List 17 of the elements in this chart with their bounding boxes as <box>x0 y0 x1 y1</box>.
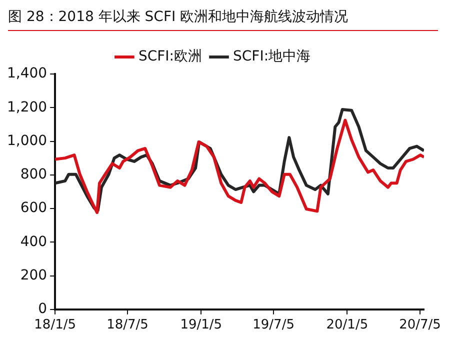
y-tick-label: 1,000 <box>6 132 48 149</box>
y-tick-label: 1,400 <box>6 66 48 82</box>
x-tick-label: 19/1/5 <box>180 318 222 333</box>
x-tick-label: 18/1/5 <box>34 318 76 333</box>
y-tick-label: 600 <box>20 200 48 216</box>
y-tick-label: 0 <box>38 301 48 318</box>
x-tick-label: 20/1/5 <box>326 318 368 333</box>
x-tick-label: 20/7/5 <box>399 318 441 333</box>
legend-label: SCFI:欧洲 <box>138 48 202 65</box>
y-tick-label: 400 <box>20 234 48 250</box>
legend-label: SCFI:地中海 <box>233 48 311 65</box>
y-tick-label: 1,200 <box>6 99 48 116</box>
y-tick-label: 200 <box>20 267 48 284</box>
x-tick-label: 18/7/5 <box>106 318 148 333</box>
x-tick-label: 19/7/5 <box>252 318 294 333</box>
chart-title: 图 28：2018 年以来 SCFI 欧洲和地中海航线波动情况 <box>8 8 438 31</box>
y-tick-label: 800 <box>20 166 48 183</box>
